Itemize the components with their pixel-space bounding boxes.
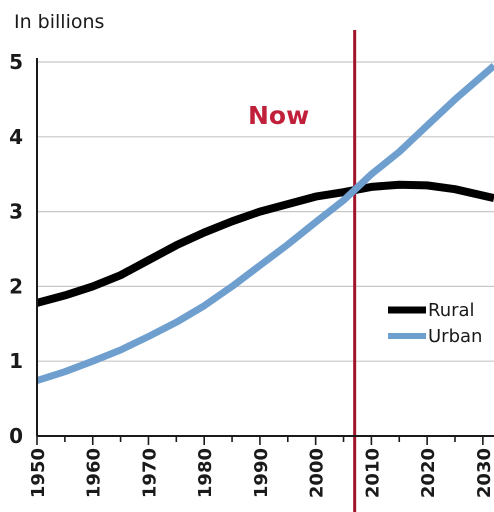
xtick-label-2000: 2000 <box>307 448 328 498</box>
ytick-label-4: 4 <box>9 125 23 149</box>
legend-label-rural: Rural <box>428 300 475 321</box>
ytick-label-3: 3 <box>9 200 23 224</box>
xtick-label-1960: 1960 <box>84 448 105 498</box>
xtick-label-1970: 1970 <box>139 448 160 498</box>
legend: Rural Urban <box>388 300 482 347</box>
xtick-label-2020: 2020 <box>418 448 439 498</box>
series-layer <box>35 63 494 384</box>
xtick-label-2010: 2010 <box>362 448 383 498</box>
legend-label-urban: Urban <box>428 326 482 347</box>
now-annotation: Now <box>248 101 309 130</box>
xtick-label-1980: 1980 <box>195 448 216 498</box>
ytick-label-0: 0 <box>9 424 23 448</box>
xtick-label-2030: 2030 <box>474 448 494 498</box>
ytick-label-2: 2 <box>9 274 23 298</box>
ytick-label-5: 5 <box>9 50 23 74</box>
series-line-rural <box>35 180 494 307</box>
series-line-urban <box>35 63 494 384</box>
ytick-label-1: 1 <box>9 349 23 373</box>
xtick-label-1990: 1990 <box>251 448 272 498</box>
tick-layer: 0 1 2 3 4 5 1950 1960 1970 1980 1990 2000 2010 2020 20… <box>9 50 494 498</box>
unit-label: In billions <box>14 11 104 33</box>
xtick-label-1950: 1950 <box>28 448 49 498</box>
axis-layer <box>36 58 494 445</box>
